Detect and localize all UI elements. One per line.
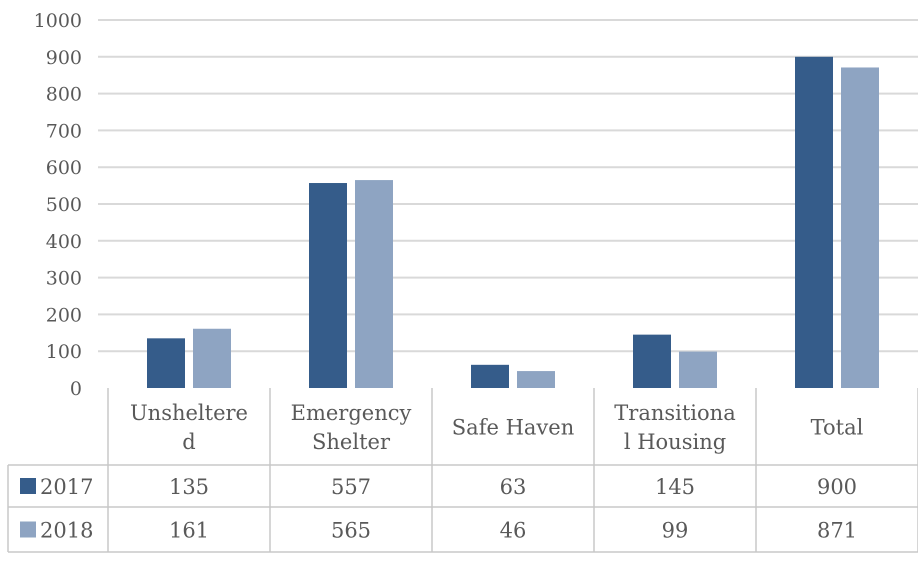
table-cell-value: 900 [817,475,857,499]
legend-swatch-2017 [20,478,36,494]
table-cell-value: 557 [331,475,371,499]
table-cell-value: 63 [500,475,527,499]
table-cell-value: 99 [662,519,689,543]
bar-2018-2 [517,371,555,388]
y-tick-label: 0 [70,378,82,400]
table-cell-value: 161 [169,519,209,543]
category-label: Safe Haven [452,416,574,440]
category-label: l Housing [624,430,726,454]
bar-2018-0 [193,328,231,388]
category-label: Shelter [312,430,391,454]
category-label: Total [811,416,864,440]
y-tick-label: 300 [46,268,82,290]
table-cell-value: 565 [331,519,371,543]
y-axis-ticks: 0 100 200 300 400 500 600 700 800 900 1000 [34,10,82,400]
category-label: Unsheltere [130,401,248,425]
gridlines [98,19,918,353]
bar-2018-1 [355,180,393,388]
bar-2018-3 [679,351,717,388]
bar-2017-1 [309,183,347,388]
bar-2017-0 [147,338,185,388]
y-tick-label: 600 [46,157,82,179]
table-cell-value: 46 [500,519,527,543]
bar-2017-2 [471,364,509,388]
category-label: Emergency [291,401,412,425]
legend-swatch-2018 [20,521,36,538]
y-tick-label: 700 [46,120,82,142]
bar-2017-4 [795,56,833,389]
legend-label-2018: 2018 [40,519,93,543]
legend-label-2017: 2017 [40,475,93,499]
bar-2017-3 [633,334,671,388]
table-cell-value: 871 [817,519,857,543]
y-tick-label: 200 [46,304,82,326]
y-tick-label: 400 [46,231,82,253]
bar-2018-4 [841,67,879,389]
category-label: d [182,430,195,454]
y-tick-label: 100 [46,341,82,363]
data-table: Unsheltere d Emergency Shelter Safe Haven Tra… [7,388,918,553]
y-tick-label: 1000 [34,10,82,32]
y-tick-label: 800 [46,84,82,106]
bars [147,56,879,389]
table-cell-value: 145 [655,475,695,499]
y-tick-label: 500 [46,194,82,216]
category-label: Transitiona [614,401,735,425]
table-cell-value: 135 [169,475,209,499]
y-tick-label: 900 [46,47,82,69]
